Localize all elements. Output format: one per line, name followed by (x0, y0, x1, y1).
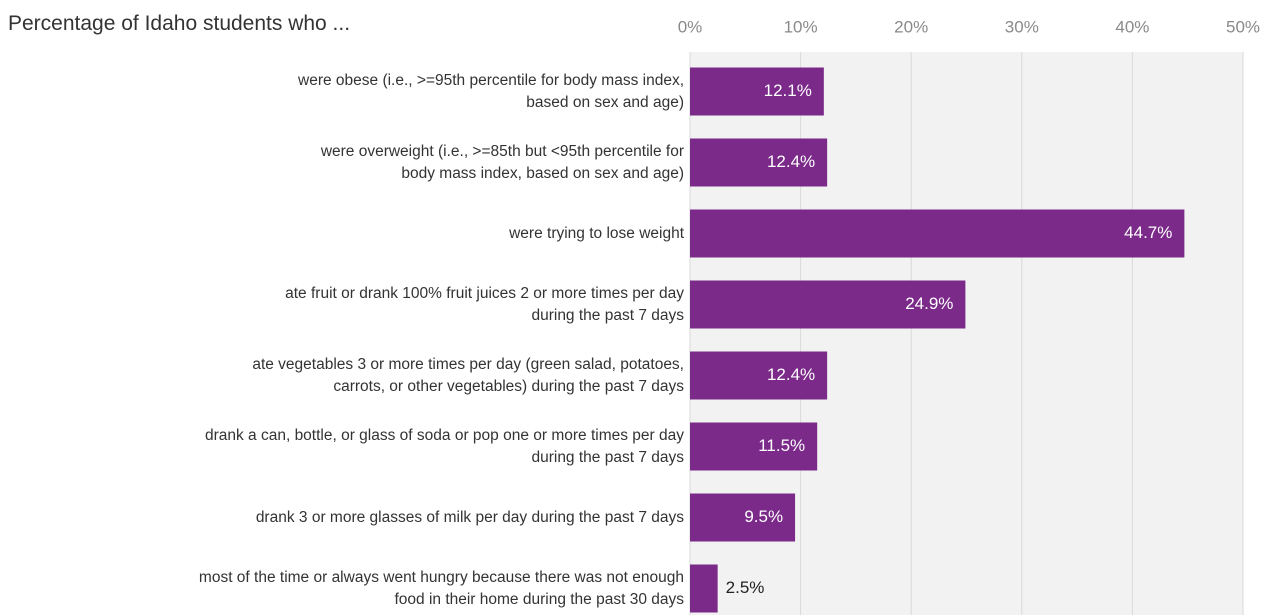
bar (690, 138, 828, 187)
bar (690, 280, 966, 329)
x-tick-label: 0% (678, 17, 703, 36)
category-label: most of the time or always went hungry b… (198, 568, 684, 608)
category-label: were trying to lose weight (509, 224, 684, 242)
bar (690, 493, 796, 542)
x-tick-label: 30% (1005, 17, 1039, 36)
data-label: 12.4% (767, 365, 815, 384)
bar (690, 422, 818, 471)
bar (690, 351, 828, 400)
category-label: were obese (i.e., >=95th percentile for … (298, 71, 684, 111)
bar (690, 67, 824, 116)
category-label: ate vegetables 3 or more times per day (… (252, 355, 684, 395)
x-tick-label: 40% (1115, 17, 1149, 36)
data-label: 12.4% (767, 152, 815, 171)
chart-title: Percentage of Idaho students who ... (8, 12, 351, 35)
data-label: 44.7% (1124, 223, 1172, 242)
data-label: 2.5% (726, 578, 765, 597)
category-label: drank a can, bottle, or glass of soda or… (204, 426, 684, 466)
x-tick-label: 10% (784, 17, 818, 36)
category-label: were overweight (i.e., >=85th but <95th … (320, 142, 684, 182)
category-label: ate fruit or drank 100% fruit juices 2 o… (285, 284, 684, 324)
data-label: 11.5% (758, 436, 805, 455)
data-label: 24.9% (905, 294, 953, 313)
data-label: 9.5% (744, 507, 783, 526)
x-tick-label: 50% (1226, 17, 1260, 36)
x-tick-label: 20% (894, 17, 928, 36)
category-label: drank 3 or more glasses of milk per day … (255, 508, 684, 526)
bar (690, 209, 1185, 258)
data-label: 12.1% (764, 81, 812, 100)
bar (690, 564, 718, 613)
